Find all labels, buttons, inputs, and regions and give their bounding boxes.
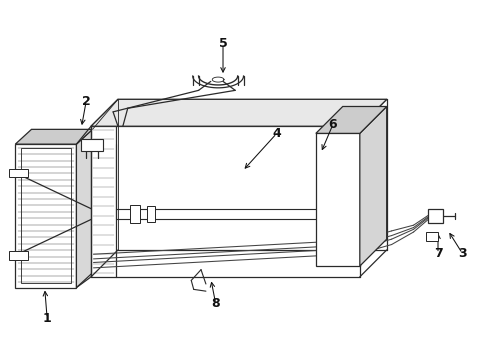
Polygon shape [428, 209, 443, 223]
Polygon shape [426, 232, 438, 241]
Polygon shape [91, 99, 387, 126]
Polygon shape [147, 206, 155, 222]
Text: 6: 6 [329, 118, 337, 131]
Polygon shape [316, 134, 360, 266]
Polygon shape [76, 129, 93, 288]
Polygon shape [316, 107, 387, 134]
Text: 3: 3 [458, 247, 467, 260]
Polygon shape [15, 144, 76, 288]
Polygon shape [9, 168, 27, 177]
Text: 5: 5 [219, 37, 227, 50]
Text: 4: 4 [272, 127, 281, 140]
Text: 7: 7 [434, 247, 442, 260]
Polygon shape [15, 129, 93, 144]
Polygon shape [360, 107, 387, 266]
Polygon shape [91, 126, 116, 277]
Text: 8: 8 [211, 297, 220, 310]
Polygon shape [9, 251, 27, 260]
Text: 1: 1 [43, 311, 51, 325]
Polygon shape [130, 205, 140, 223]
Text: 2: 2 [82, 95, 91, 108]
Polygon shape [81, 139, 103, 151]
